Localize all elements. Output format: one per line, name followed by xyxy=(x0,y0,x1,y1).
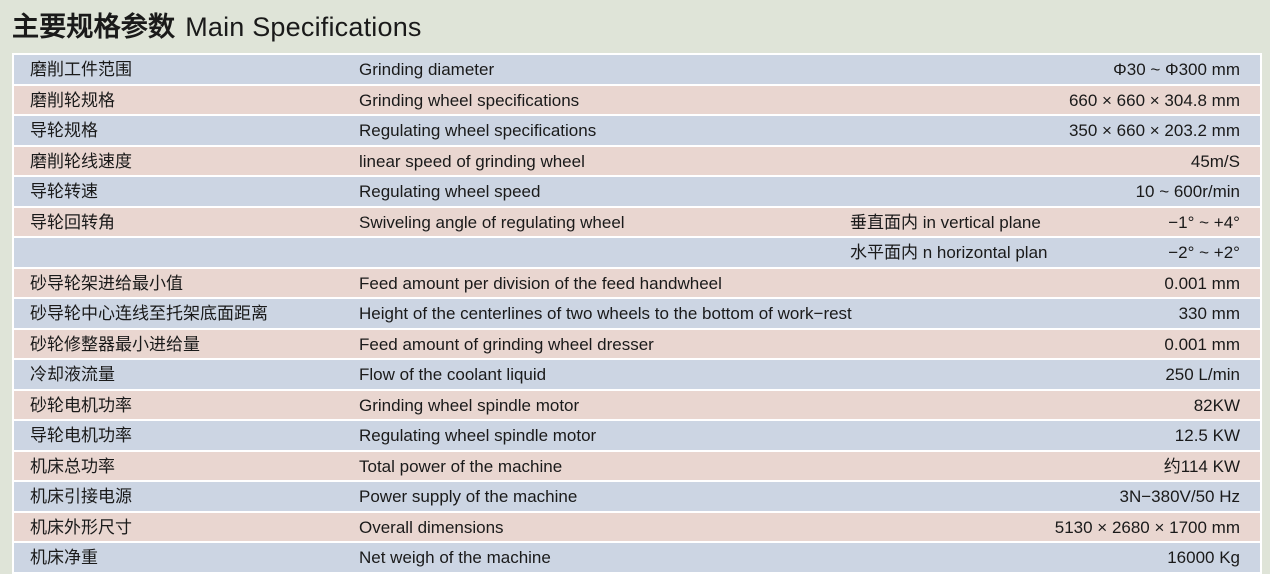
title-cn: 主要规格参数 xyxy=(12,12,176,42)
spec-name-cn: 导轮转速 xyxy=(30,182,98,201)
table-row: 砂轮修整器最小进给量 Feed amount of grinding wheel … xyxy=(14,329,1260,358)
spec-value: 82KW xyxy=(1193,395,1240,415)
spec-name-en: Overall dimensions xyxy=(359,517,504,537)
spec-name-cn: 机床净重 xyxy=(30,548,98,567)
spec-name-cn: 冷却液流量 xyxy=(30,365,115,384)
spec-name-cn: 机床总功率 xyxy=(30,456,115,476)
spec-name-en: Net weigh of the machine xyxy=(359,548,551,567)
spec-value: 330 mm xyxy=(1178,304,1240,323)
spec-value: 10 ~ 600r/min xyxy=(1135,182,1240,201)
spec-value: 45m/S xyxy=(1190,151,1240,171)
spec-value: −1° ~ +4° xyxy=(1168,212,1240,232)
table-row: 磨削轮规格 Grinding wheel specifications 660 × … xyxy=(14,85,1260,114)
spec-name-en: Regulating wheel specifications xyxy=(359,121,597,140)
spec-name-cn: 磨削轮线速度 xyxy=(30,151,132,171)
spec-value: −2° ~ +2° xyxy=(1168,243,1240,262)
spec-name-en: Regulating wheel speed xyxy=(359,182,541,201)
table-row: 机床引接电源 Power supply of the machine 3N−380V… xyxy=(14,482,1260,511)
spec-name-en: Swiveling angle of regulating wheel xyxy=(359,212,625,232)
specifications-table: 磨削工件范围 Grinding diameter Φ30 ~ Φ300 mm 磨削轮规… xyxy=(12,53,1262,574)
spec-name-en: Feed amount per division of the feed han… xyxy=(359,273,722,293)
spec-value: 16000 Kg xyxy=(1167,548,1240,567)
table-row: 机床外形尺寸 Overall dimensions 5130 × 2680 × 17… xyxy=(14,512,1260,541)
spec-value: 350 × 660 × 203.2 mm xyxy=(1068,121,1240,140)
table-row: 砂导轮架进给最小值 Feed amount per division of the… xyxy=(14,268,1260,297)
spec-value: 0.001 mm xyxy=(1164,334,1240,354)
table-row: 机床净重 Net weigh of the machine 16000 Kg xyxy=(14,543,1260,572)
table-row: 导轮转速 Regulating wheel speed 10 ~ 600r/min xyxy=(14,177,1260,206)
spec-value: 3N−380V/50 Hz xyxy=(1119,487,1241,506)
spec-name-en: Power supply of the machine xyxy=(359,487,578,506)
spec-value: 0.001 mm xyxy=(1164,273,1240,293)
spec-name-en: Flow of the coolant liquid xyxy=(359,365,547,384)
table-row: 水平面内 n horizontal plan −2° ~ +2° xyxy=(14,238,1260,267)
table-row: 冷却液流量 Flow of the coolant liquid 250 L/min xyxy=(14,360,1260,389)
spec-name-en: Height of the centerlines of two wheels … xyxy=(359,304,852,323)
table-row: 磨削工件范围 Grinding diameter Φ30 ~ Φ300 mm xyxy=(14,55,1260,84)
spec-name-en: Grinding diameter xyxy=(359,60,495,79)
spec-sub-label: 水平面内 n horizontal plan xyxy=(850,243,1048,262)
table-row: 砂导轮中心连线至托架底面距离 Height of the centerlines … xyxy=(14,299,1260,328)
spec-name-cn: 砂导轮中心连线至托架底面距离 xyxy=(30,304,268,323)
spec-name-en: Regulating wheel spindle motor xyxy=(359,426,597,445)
table-row: 导轮电机功率 Regulating wheel spindle motor 12.5… xyxy=(14,421,1260,450)
spec-value: Φ30 ~ Φ300 mm xyxy=(1113,60,1240,79)
spec-sub-label: 垂直面内 in vertical plane xyxy=(850,212,1041,232)
spec-name-cn: 磨削工件范围 xyxy=(30,60,132,79)
spec-name-en: Grinding wheel spindle motor xyxy=(359,395,580,415)
spec-value: 250 L/min xyxy=(1165,365,1240,384)
table-row: 磨削轮线速度 linear speed of grinding wheel 45m/… xyxy=(14,146,1260,175)
spec-name-cn: 机床引接电源 xyxy=(30,487,132,506)
title-en: Main Specifications xyxy=(185,12,422,42)
spec-name-en: Feed amount of grinding wheel dresser xyxy=(359,334,654,354)
spec-name-en: Grinding wheel specifications xyxy=(359,90,580,110)
spec-name-cn: 导轮规格 xyxy=(30,121,98,140)
spec-name-en: Total power of the machine xyxy=(359,456,563,476)
spec-name-cn: 导轮回转角 xyxy=(30,212,115,232)
spec-name-cn: 砂导轮架进给最小值 xyxy=(30,273,183,293)
spec-name-en: linear speed of grinding wheel xyxy=(359,151,585,171)
table-row: 导轮规格 Regulating wheel specifications 350 ×… xyxy=(14,116,1260,145)
spec-name-cn: 砂轮电机功率 xyxy=(30,395,132,415)
spec-name-cn: 机床外形尺寸 xyxy=(30,517,132,537)
spec-name-cn: 导轮电机功率 xyxy=(30,426,132,445)
page-title: 主要规格参数 Main Specifications xyxy=(12,5,422,44)
spec-value: 5130 × 2680 × 1700 mm xyxy=(1054,517,1240,537)
spec-value: 12.5 KW xyxy=(1174,426,1240,445)
table-row: 砂轮电机功率 Grinding wheel spindle motor 82KW xyxy=(14,390,1260,419)
spec-value: 约114 KW xyxy=(1163,456,1240,476)
table-row: 导轮回转角 Swiveling angle of regulating wheel… xyxy=(14,207,1260,236)
spec-name-cn: 磨削轮规格 xyxy=(30,90,115,110)
spec-value: 660 × 660 × 304.8 mm xyxy=(1068,90,1240,110)
table-row: 机床总功率 Total power of the machine 约114 KW xyxy=(14,451,1260,480)
spec-name-cn: 砂轮修整器最小进给量 xyxy=(30,334,200,354)
